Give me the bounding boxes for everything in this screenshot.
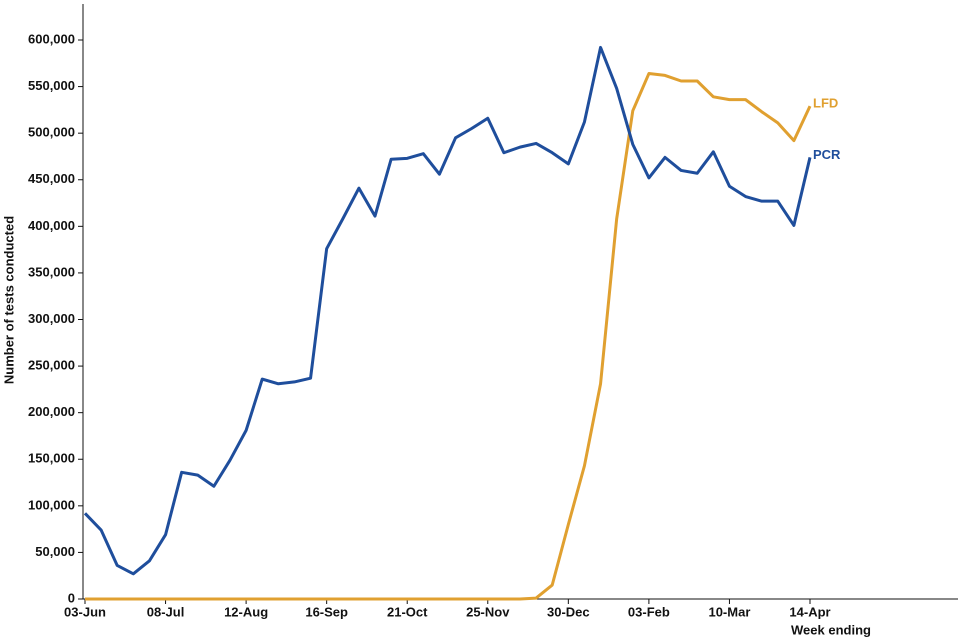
y-tick-label: 300,000 <box>28 311 75 326</box>
x-tick-label: 16-Sep <box>305 604 348 619</box>
x-axis-label: Week ending <box>791 622 871 637</box>
y-tick-label: 150,000 <box>28 451 75 466</box>
y-tick-label: 50,000 <box>35 544 75 559</box>
y-tick-label: 450,000 <box>28 171 75 186</box>
x-tick-label: 03-Jun <box>64 604 106 619</box>
x-tick-label: 10-Mar <box>708 604 750 619</box>
y-tick-label: 400,000 <box>28 218 75 233</box>
y-tick-label: 250,000 <box>28 358 75 373</box>
series-label: LFD <box>813 96 838 111</box>
y-tick-label: 500,000 <box>28 125 75 140</box>
series-line <box>85 72 812 601</box>
x-tick-label: 03-Feb <box>628 604 670 619</box>
x-tick-label: 25-Nov <box>466 604 510 619</box>
x-tick-label: 08-Jul <box>147 604 185 619</box>
y-tick-label: 200,000 <box>28 404 75 419</box>
series-line <box>83 45 812 576</box>
y-tick-label: 350,000 <box>28 264 75 279</box>
x-tick-label: 14-Apr <box>789 604 830 619</box>
y-tick-label: 600,000 <box>28 31 75 46</box>
x-tick-label: 12-Aug <box>224 604 268 619</box>
x-tick-label: 30-Dec <box>547 604 590 619</box>
series-label: PCR <box>813 147 841 162</box>
x-tick-label: 21-Oct <box>387 604 428 619</box>
y-axis-label: Number of tests conducted <box>1 216 16 384</box>
y-tick-label: 550,000 <box>28 78 75 93</box>
y-tick-label: 100,000 <box>28 497 75 512</box>
y-tick-label: 0 <box>68 590 75 605</box>
